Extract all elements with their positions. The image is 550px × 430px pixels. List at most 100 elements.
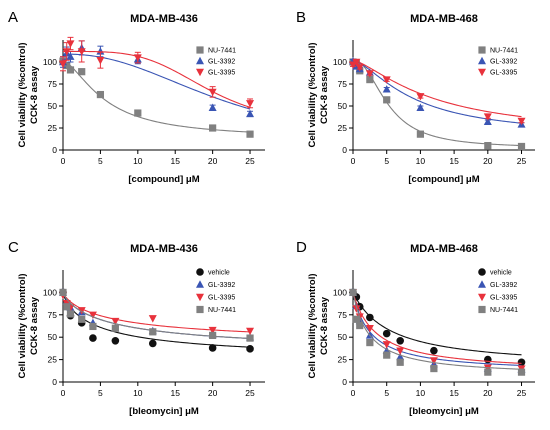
data-point bbox=[78, 68, 86, 76]
x-tick-label: 20 bbox=[483, 156, 493, 166]
chart-title: MDA-MB-436 bbox=[130, 13, 198, 25]
x-axis-label: [bleomycin] μM bbox=[409, 406, 479, 417]
data-point bbox=[111, 336, 120, 345]
x-tick-label: 20 bbox=[208, 388, 218, 398]
y-tick-label: 75 bbox=[48, 310, 58, 320]
data-point bbox=[352, 58, 361, 67]
legend-item-nu-7441: NU-7441 bbox=[478, 305, 518, 314]
data-point bbox=[382, 329, 391, 338]
data-point bbox=[208, 88, 217, 97]
y-axis-label: Cell viability (%control) bbox=[307, 42, 318, 147]
legend-item-gl-3395: GL-3395 bbox=[196, 293, 235, 302]
data-point bbox=[382, 341, 391, 349]
series-gl-3395 bbox=[349, 289, 526, 373]
data-point bbox=[209, 331, 217, 340]
y-axis-label: Cell viability (%control) bbox=[307, 273, 318, 378]
data-point bbox=[517, 117, 526, 126]
chart-title: MDA-MB-468 bbox=[410, 13, 478, 25]
y-tick-label: 50 bbox=[338, 101, 348, 111]
y-tick-label: 100 bbox=[333, 287, 347, 297]
y-tick-label: 50 bbox=[48, 332, 58, 342]
legend-item-vehicle: vehicle bbox=[196, 268, 230, 277]
fit-curve bbox=[352, 292, 522, 364]
data-point bbox=[366, 76, 374, 84]
y-tick-label: 50 bbox=[338, 332, 348, 342]
y-tick-label: 0 bbox=[52, 377, 57, 387]
legend-label: GL-3392 bbox=[490, 59, 517, 66]
y-tick-label: 100 bbox=[43, 57, 57, 67]
data-point bbox=[383, 351, 391, 359]
data-point bbox=[383, 96, 391, 104]
data-point bbox=[517, 142, 526, 151]
x-axis-label: [compound] μM bbox=[128, 174, 199, 185]
x-axis-label: [bleomycin] μM bbox=[129, 406, 199, 417]
x-axis-label: [compound] μM bbox=[408, 174, 479, 185]
data-point bbox=[208, 103, 217, 111]
fit-curve bbox=[352, 59, 522, 124]
data-point bbox=[148, 339, 157, 348]
y-tick-label: 0 bbox=[342, 145, 347, 155]
fit-curve bbox=[352, 292, 522, 366]
legend-marker bbox=[196, 305, 204, 314]
data-point bbox=[63, 303, 71, 311]
legend-marker bbox=[196, 56, 204, 65]
x-tick-label: 5 bbox=[384, 156, 389, 166]
x-tick-label: 0 bbox=[351, 156, 356, 166]
x-tick-label: 15 bbox=[449, 156, 459, 166]
data-point bbox=[416, 103, 425, 111]
data-point bbox=[365, 325, 374, 333]
data-point bbox=[396, 352, 405, 361]
legend-marker bbox=[196, 293, 204, 302]
data-point bbox=[66, 52, 75, 60]
legend-marker bbox=[196, 68, 204, 77]
data-point bbox=[246, 345, 254, 353]
data-point bbox=[89, 334, 97, 342]
fit-curve bbox=[63, 50, 251, 108]
y-tick-label: 25 bbox=[48, 123, 58, 133]
series-gl-3395 bbox=[349, 58, 526, 126]
data-point bbox=[77, 48, 86, 56]
data-point bbox=[209, 124, 217, 132]
legend-item-gl-3392: GL-3392 bbox=[196, 280, 235, 289]
x-tick-label: 5 bbox=[384, 388, 389, 398]
x-tick-label: 15 bbox=[170, 156, 180, 166]
series-nu-7441 bbox=[59, 288, 254, 342]
series-nu-7441 bbox=[59, 57, 254, 138]
legend-label: GL-3392 bbox=[208, 282, 235, 289]
data-point bbox=[416, 93, 425, 101]
data-point bbox=[111, 324, 119, 332]
legend-label: GL-3395 bbox=[490, 295, 517, 302]
data-point bbox=[246, 100, 255, 108]
x-tick-label: 25 bbox=[517, 156, 527, 166]
fit-curve bbox=[352, 292, 522, 356]
panel-letter: B bbox=[296, 9, 306, 26]
data-point bbox=[208, 344, 217, 352]
data-point bbox=[517, 358, 526, 367]
x-tick-label: 0 bbox=[61, 156, 66, 166]
x-tick-label: 25 bbox=[245, 156, 255, 166]
data-point bbox=[483, 117, 492, 126]
chart-title: MDA-MB-468 bbox=[410, 243, 478, 255]
y-tick-label: 50 bbox=[48, 101, 58, 111]
data-point bbox=[246, 334, 254, 342]
data-point bbox=[484, 355, 492, 364]
x-tick-label: 15 bbox=[449, 388, 459, 398]
legend-label: vehicle bbox=[490, 270, 512, 277]
x-tick-label: 20 bbox=[208, 156, 218, 166]
legend-item-gl-3395: GL-3395 bbox=[478, 293, 517, 302]
x-tick-label: 10 bbox=[416, 156, 426, 166]
legend-item-vehicle: vehicle bbox=[478, 268, 512, 277]
x-tick-label: 25 bbox=[517, 388, 527, 398]
panel-letter: C bbox=[8, 239, 19, 256]
legend-item-nu-7441: NU-7441 bbox=[196, 305, 236, 314]
legend-item-gl-3395: GL-3395 bbox=[478, 68, 517, 77]
series-nu-7441 bbox=[349, 288, 526, 376]
chart-panel-d: D MDA-MB-468 0 25 50 75 100 0 5 10 15 20 25 [bleomyci… bbox=[296, 239, 535, 417]
legend-marker bbox=[196, 268, 204, 276]
y-tick-label: 0 bbox=[342, 377, 347, 387]
legend-marker bbox=[478, 56, 486, 65]
x-tick-label: 10 bbox=[416, 388, 426, 398]
data-point bbox=[134, 109, 142, 117]
data-point bbox=[483, 364, 492, 372]
y-tick-label: 0 bbox=[52, 145, 57, 155]
